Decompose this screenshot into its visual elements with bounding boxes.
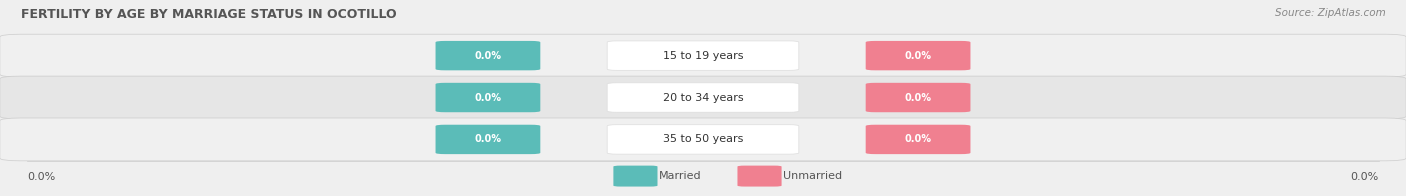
Text: 0.0%: 0.0% bbox=[904, 93, 932, 103]
FancyBboxPatch shape bbox=[607, 41, 799, 70]
FancyBboxPatch shape bbox=[613, 166, 658, 187]
Text: 35 to 50 years: 35 to 50 years bbox=[662, 134, 744, 144]
Text: 0.0%: 0.0% bbox=[474, 51, 502, 61]
Text: 0.0%: 0.0% bbox=[904, 51, 932, 61]
Text: 0.0%: 0.0% bbox=[1350, 172, 1378, 182]
Text: FERTILITY BY AGE BY MARRIAGE STATUS IN OCOTILLO: FERTILITY BY AGE BY MARRIAGE STATUS IN O… bbox=[21, 8, 396, 22]
Text: 15 to 19 years: 15 to 19 years bbox=[662, 51, 744, 61]
FancyBboxPatch shape bbox=[436, 125, 540, 154]
FancyBboxPatch shape bbox=[0, 76, 1406, 119]
Text: 0.0%: 0.0% bbox=[474, 93, 502, 103]
FancyBboxPatch shape bbox=[866, 83, 970, 112]
FancyBboxPatch shape bbox=[607, 125, 799, 154]
FancyBboxPatch shape bbox=[0, 118, 1406, 161]
FancyBboxPatch shape bbox=[436, 41, 540, 70]
Text: Source: ZipAtlas.com: Source: ZipAtlas.com bbox=[1275, 8, 1385, 18]
Text: Married: Married bbox=[659, 171, 702, 181]
Text: Unmarried: Unmarried bbox=[783, 171, 842, 181]
FancyBboxPatch shape bbox=[436, 83, 540, 112]
Text: 0.0%: 0.0% bbox=[904, 134, 932, 144]
Text: 0.0%: 0.0% bbox=[28, 172, 56, 182]
Text: 20 to 34 years: 20 to 34 years bbox=[662, 93, 744, 103]
Text: 0.0%: 0.0% bbox=[474, 134, 502, 144]
FancyBboxPatch shape bbox=[866, 125, 970, 154]
FancyBboxPatch shape bbox=[0, 34, 1406, 77]
FancyBboxPatch shape bbox=[607, 83, 799, 112]
FancyBboxPatch shape bbox=[866, 41, 970, 70]
FancyBboxPatch shape bbox=[738, 166, 782, 187]
